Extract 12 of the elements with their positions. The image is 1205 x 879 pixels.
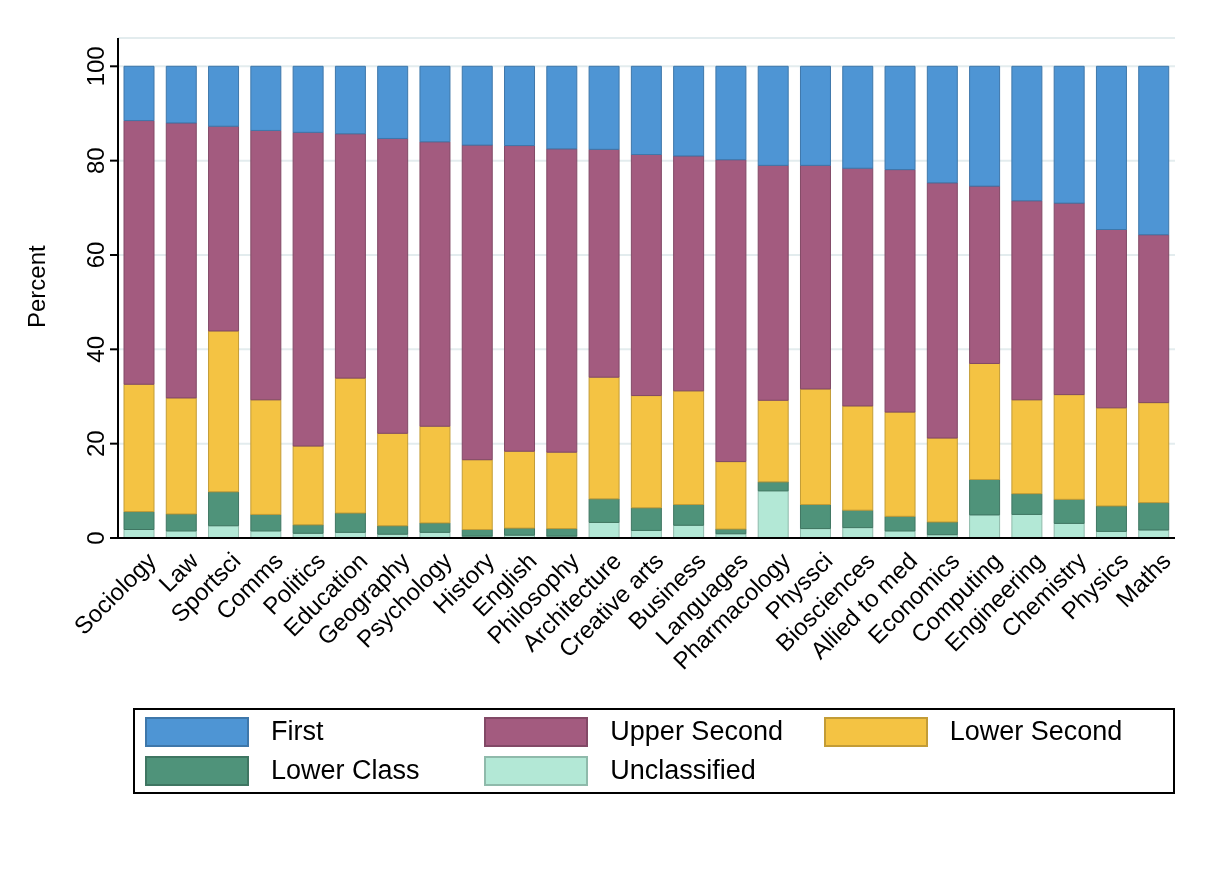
y-tick-label: 20 bbox=[82, 430, 109, 458]
legend-label: Lower Second bbox=[949, 716, 1123, 747]
y-tick-label: 80 bbox=[82, 147, 109, 174]
y-tick-label: 60 bbox=[82, 241, 109, 269]
y-tick-label: 100 bbox=[82, 46, 109, 87]
legend-label: Unclassified bbox=[610, 755, 756, 786]
legend-label: First bbox=[271, 716, 324, 747]
legend-label: Lower Class bbox=[271, 755, 420, 786]
y-tick-label: 40 bbox=[82, 335, 109, 363]
y-tick-label: 0 bbox=[82, 531, 109, 545]
y-axis-title: Percent bbox=[22, 244, 50, 328]
legend-label: Upper Second bbox=[610, 716, 783, 747]
